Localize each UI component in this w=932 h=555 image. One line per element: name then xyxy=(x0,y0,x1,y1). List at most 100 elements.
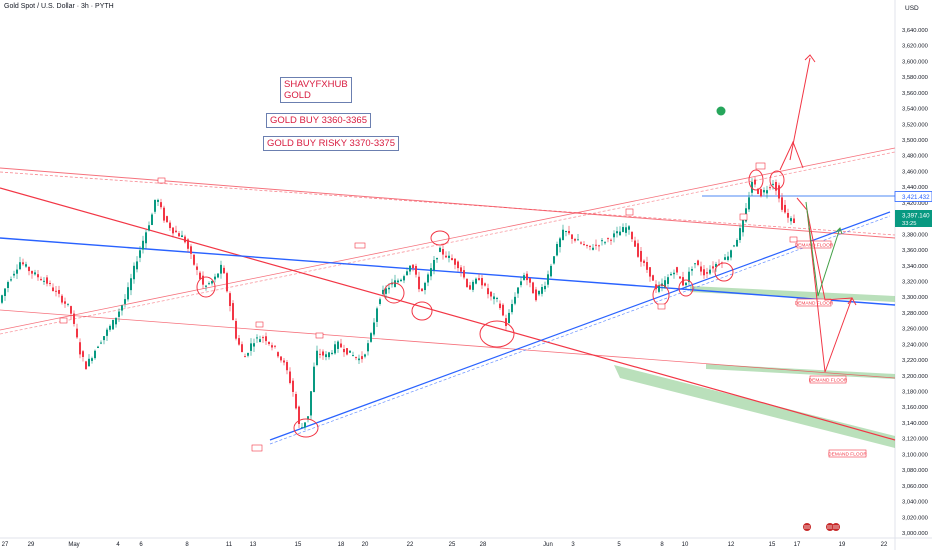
candle-body xyxy=(232,303,234,321)
circle-marker xyxy=(383,282,405,304)
candle-body xyxy=(433,259,435,271)
candle-body xyxy=(214,276,216,280)
candle-body xyxy=(76,328,78,338)
candle-body xyxy=(208,283,210,285)
candle-body xyxy=(79,342,81,355)
candle-body xyxy=(658,285,660,292)
candle-body xyxy=(454,258,456,265)
candle-body xyxy=(475,278,477,284)
candle-body xyxy=(541,287,543,294)
candle-body xyxy=(631,231,633,240)
candle-body xyxy=(403,276,405,281)
us-flag-icon[interactable] xyxy=(803,523,811,531)
candle-body xyxy=(526,273,528,281)
brand-callout[interactable]: SHAVYFXHUB GOLD xyxy=(280,77,352,103)
risky-buy-callout[interactable]: GOLD BUY RISKY 3370-3375 xyxy=(263,136,399,151)
candle-body xyxy=(340,343,342,348)
price-tick-label: 3,180.000 xyxy=(902,390,928,396)
candle-body xyxy=(277,352,279,357)
time-tick-label: 19 xyxy=(839,542,846,548)
candle-body xyxy=(67,303,69,305)
upper-resistance-line xyxy=(0,167,896,239)
rising-resistance-line xyxy=(0,147,896,331)
price-tick-label: 3,560.000 xyxy=(902,91,928,97)
symbol-header[interactable]: Gold Spot / U.S. Dollar · 3h · PYTH xyxy=(4,3,114,10)
circle-marker xyxy=(196,276,216,298)
price-tick-label: 3,460.000 xyxy=(902,169,928,175)
candle-body xyxy=(448,255,450,258)
candle-body xyxy=(394,280,396,287)
candle-body xyxy=(613,233,615,238)
candle-body xyxy=(517,287,519,294)
candle-body xyxy=(310,391,312,416)
candle-body xyxy=(226,273,228,292)
time-tick-label: 12 xyxy=(728,542,735,548)
candle-body xyxy=(388,287,390,290)
us-flag-icon[interactable] xyxy=(832,523,840,531)
candle-body xyxy=(31,270,33,274)
candle-body xyxy=(424,282,426,291)
arrow-head-rebound xyxy=(847,297,857,306)
candle-body xyxy=(325,354,327,358)
candle-body xyxy=(241,344,243,352)
time-axis[interactable]: 27 29 May 4 6 8 11 13 15 18 20 22 25 28 Jun 3 5 8 10 12 15 17… xyxy=(2,542,888,548)
candle-body xyxy=(598,245,600,247)
price-axis[interactable]: 3,000.000 3,020.000 3,040.000 3,060.000 3,08… xyxy=(902,28,928,537)
candle-body xyxy=(529,278,531,283)
candle-body xyxy=(427,274,429,283)
candle-body xyxy=(715,263,717,268)
candle-body xyxy=(778,185,780,199)
candle-body xyxy=(181,235,183,238)
candle-body xyxy=(490,291,492,297)
candle-body xyxy=(193,254,195,265)
candle-body xyxy=(469,285,471,290)
candle-body xyxy=(697,260,699,265)
price-tick-label: 3,340.000 xyxy=(902,264,928,270)
upper-resistance-dashed xyxy=(0,171,896,236)
candle-body xyxy=(148,225,150,231)
candle-body xyxy=(565,230,567,232)
candle-body xyxy=(349,350,351,353)
candle-body xyxy=(40,278,42,281)
circle-marker xyxy=(748,169,764,191)
demand-floor-label-3: DEMAND FLOOR xyxy=(809,378,848,384)
countdown-text: 33:25 xyxy=(902,221,917,227)
candle-body xyxy=(304,422,306,428)
candles-layer[interactable] xyxy=(1,177,795,431)
candle-body xyxy=(55,290,57,292)
candle-body xyxy=(520,281,522,286)
candle-body xyxy=(64,301,66,304)
candle-body xyxy=(688,271,690,283)
annotation-circles xyxy=(196,169,785,438)
candle-body xyxy=(607,238,609,240)
candle-body xyxy=(628,226,630,230)
price-tick-label: 3,200.000 xyxy=(902,374,928,380)
time-tick-label: 11 xyxy=(226,542,233,548)
candle-body xyxy=(694,263,696,265)
price-tick-label: 3,000.000 xyxy=(902,531,928,537)
candle-body xyxy=(439,247,441,252)
candle-body xyxy=(643,260,645,263)
candle-body xyxy=(313,366,315,392)
signal-dot xyxy=(716,106,726,116)
deep-drop-projection xyxy=(806,209,853,373)
candle-body xyxy=(58,290,60,294)
price-tick-label: 3,500.000 xyxy=(902,138,928,144)
candle-body xyxy=(244,356,246,358)
us-flag-icon[interactable] xyxy=(826,523,834,531)
candle-body xyxy=(220,264,222,274)
buy-zone-callout[interactable]: GOLD BUY 3360-3365 xyxy=(266,113,371,128)
candle-body xyxy=(187,239,189,249)
event-flags[interactable] xyxy=(803,523,840,531)
candle-body xyxy=(295,393,297,409)
time-tick-label: 18 xyxy=(338,542,345,548)
candle-body xyxy=(142,240,144,250)
candle-body xyxy=(346,348,348,355)
candle-body xyxy=(586,244,588,246)
candle-body xyxy=(163,207,165,221)
candle-body xyxy=(16,269,18,274)
candle-body xyxy=(73,313,75,324)
level-price-text: 3,421.432 xyxy=(902,194,930,201)
